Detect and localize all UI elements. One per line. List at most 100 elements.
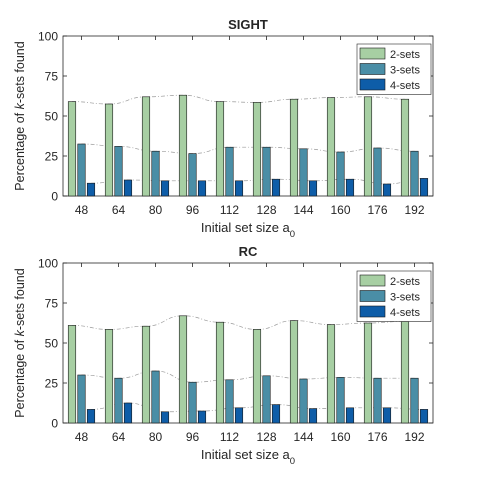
trend-line-2-sets <box>71 315 406 330</box>
bar-4-sets-160 <box>345 178 355 197</box>
bar-3-sets-160 <box>336 377 345 424</box>
y-tick-label: 100 <box>38 257 58 271</box>
legend-swatch-4-sets <box>359 78 386 91</box>
legend-label-4-sets: 4-sets <box>390 80 420 92</box>
x-axis-label: Initial set size a0 <box>201 447 295 467</box>
legend-swatch-2-sets <box>359 47 386 60</box>
bar-2-sets-112 <box>215 101 225 197</box>
bar-2-sets-192 <box>400 98 410 197</box>
bar-4-sets-80 <box>160 180 170 197</box>
bar-3-sets-80 <box>151 370 160 424</box>
legend-label-3-sets: 3-sets <box>390 65 420 77</box>
bar-4-sets-128 <box>271 404 281 424</box>
x-tick-label: 96 <box>186 203 200 217</box>
y-tick-label: 75 <box>45 70 59 84</box>
y-axis-label-variable: k <box>13 102 27 109</box>
y-axis-label-suffix: -sets found <box>13 41 27 103</box>
bar-2-sets-80 <box>141 325 151 424</box>
bar-2-sets-144 <box>289 320 299 424</box>
bar-2-sets-64 <box>104 329 114 424</box>
bar-3-sets-112 <box>225 379 234 424</box>
bar-4-sets-128 <box>271 178 281 197</box>
bar-3-sets-192 <box>410 377 419 424</box>
bar-3-sets-64 <box>114 377 123 424</box>
bar-4-sets-192 <box>419 178 429 197</box>
y-axis-label: Percentage of k-sets found <box>13 268 27 417</box>
bar-4-sets-96 <box>197 410 207 424</box>
bar-3-sets-96 <box>188 381 197 424</box>
bar-3-sets-128 <box>262 146 271 197</box>
bar-2-sets-144 <box>289 98 299 197</box>
bar-2-sets-64 <box>104 103 114 197</box>
legend-swatch-4-sets <box>359 305 386 318</box>
chart-panel-1: SIGHT 0 25 50 75 100 Percentage of k-sets foun… <box>13 17 434 240</box>
bar-2-sets-80 <box>141 96 151 197</box>
bar-4-sets-192 <box>419 409 429 424</box>
x-tick-label: 96 <box>186 430 200 444</box>
x-tick-label: 192 <box>404 203 424 217</box>
bar-2-sets-128 <box>252 329 262 424</box>
x-axis-label-text: Initial set size a <box>201 220 291 235</box>
bar-3-sets-176 <box>373 147 382 197</box>
bar-3-sets-80 <box>151 150 160 197</box>
bar-4-sets-64 <box>123 179 133 197</box>
x-tick-label: 192 <box>404 430 424 444</box>
x-tick-label: 48 <box>75 430 89 444</box>
bar-4-sets-80 <box>160 411 170 424</box>
bar-4-sets-176 <box>382 407 392 424</box>
bar-4-sets-64 <box>123 402 133 424</box>
legend-label-2-sets: 2-sets <box>390 276 420 288</box>
y-tick-label: 50 <box>45 110 59 124</box>
y-tick-label: 50 <box>45 337 59 351</box>
bar-3-sets-48 <box>77 143 86 197</box>
bar-2-sets-96 <box>178 315 188 424</box>
chart-panel-2: RC 0 25 50 75 100 Percentage of k-sets found 48… <box>13 244 434 467</box>
bar-3-sets-176 <box>373 377 382 424</box>
y-tick-label: 0 <box>51 417 58 431</box>
y-axis-label-prefix: Percentage of <box>13 336 27 417</box>
bar-4-sets-160 <box>345 407 355 424</box>
x-tick-label: 128 <box>256 203 276 217</box>
bar-2-sets-48 <box>67 101 77 197</box>
bar-2-sets-160 <box>326 324 336 424</box>
bar-4-sets-48 <box>86 409 96 424</box>
chart-title: SIGHT <box>228 17 268 32</box>
bar-2-sets-112 <box>215 321 225 424</box>
bar-2-sets-160 <box>326 97 336 197</box>
y-axis-label: Percentage of k-sets found <box>13 41 27 190</box>
x-tick-label: 80 <box>149 430 163 444</box>
x-tick-label: 176 <box>367 203 387 217</box>
bar-3-sets-112 <box>225 146 234 197</box>
bar-4-sets-144 <box>308 408 318 424</box>
legend: 2-sets 3-sets 4-sets <box>356 43 432 95</box>
bar-3-sets-48 <box>77 374 86 424</box>
y-tick-label: 0 <box>51 190 58 204</box>
x-tick-label: 160 <box>330 203 350 217</box>
bar-4-sets-96 <box>197 180 207 197</box>
x-tick-label: 112 <box>220 203 239 217</box>
x-axis-label-subscript: 0 <box>290 229 295 240</box>
y-tick-label: 75 <box>45 297 59 311</box>
x-tick-label: 112 <box>220 430 239 444</box>
trend-line-3-sets <box>81 370 415 383</box>
x-axis-label-text: Initial set size a <box>201 447 291 462</box>
x-tick-label: 144 <box>293 203 313 217</box>
bar-3-sets-64 <box>114 146 123 197</box>
bar-2-sets-192 <box>400 321 410 424</box>
bar-3-sets-192 <box>410 150 419 197</box>
bar-4-sets-176 <box>382 183 392 197</box>
x-tick-label: 176 <box>367 430 387 444</box>
bar-3-sets-96 <box>188 153 197 197</box>
bar-3-sets-144 <box>299 148 308 197</box>
x-tick-label: 64 <box>112 203 126 217</box>
legend-label-3-sets: 3-sets <box>390 292 420 304</box>
trend-line-3-sets <box>81 143 415 154</box>
chart-title: RC <box>239 244 258 259</box>
bar-2-sets-176 <box>363 322 373 424</box>
bar-2-sets-128 <box>252 102 262 197</box>
bar-3-sets-160 <box>336 151 345 197</box>
x-tick-label: 128 <box>256 430 276 444</box>
y-axis-label-variable: k <box>13 329 27 336</box>
x-axis-label: Initial set size a0 <box>201 220 295 240</box>
